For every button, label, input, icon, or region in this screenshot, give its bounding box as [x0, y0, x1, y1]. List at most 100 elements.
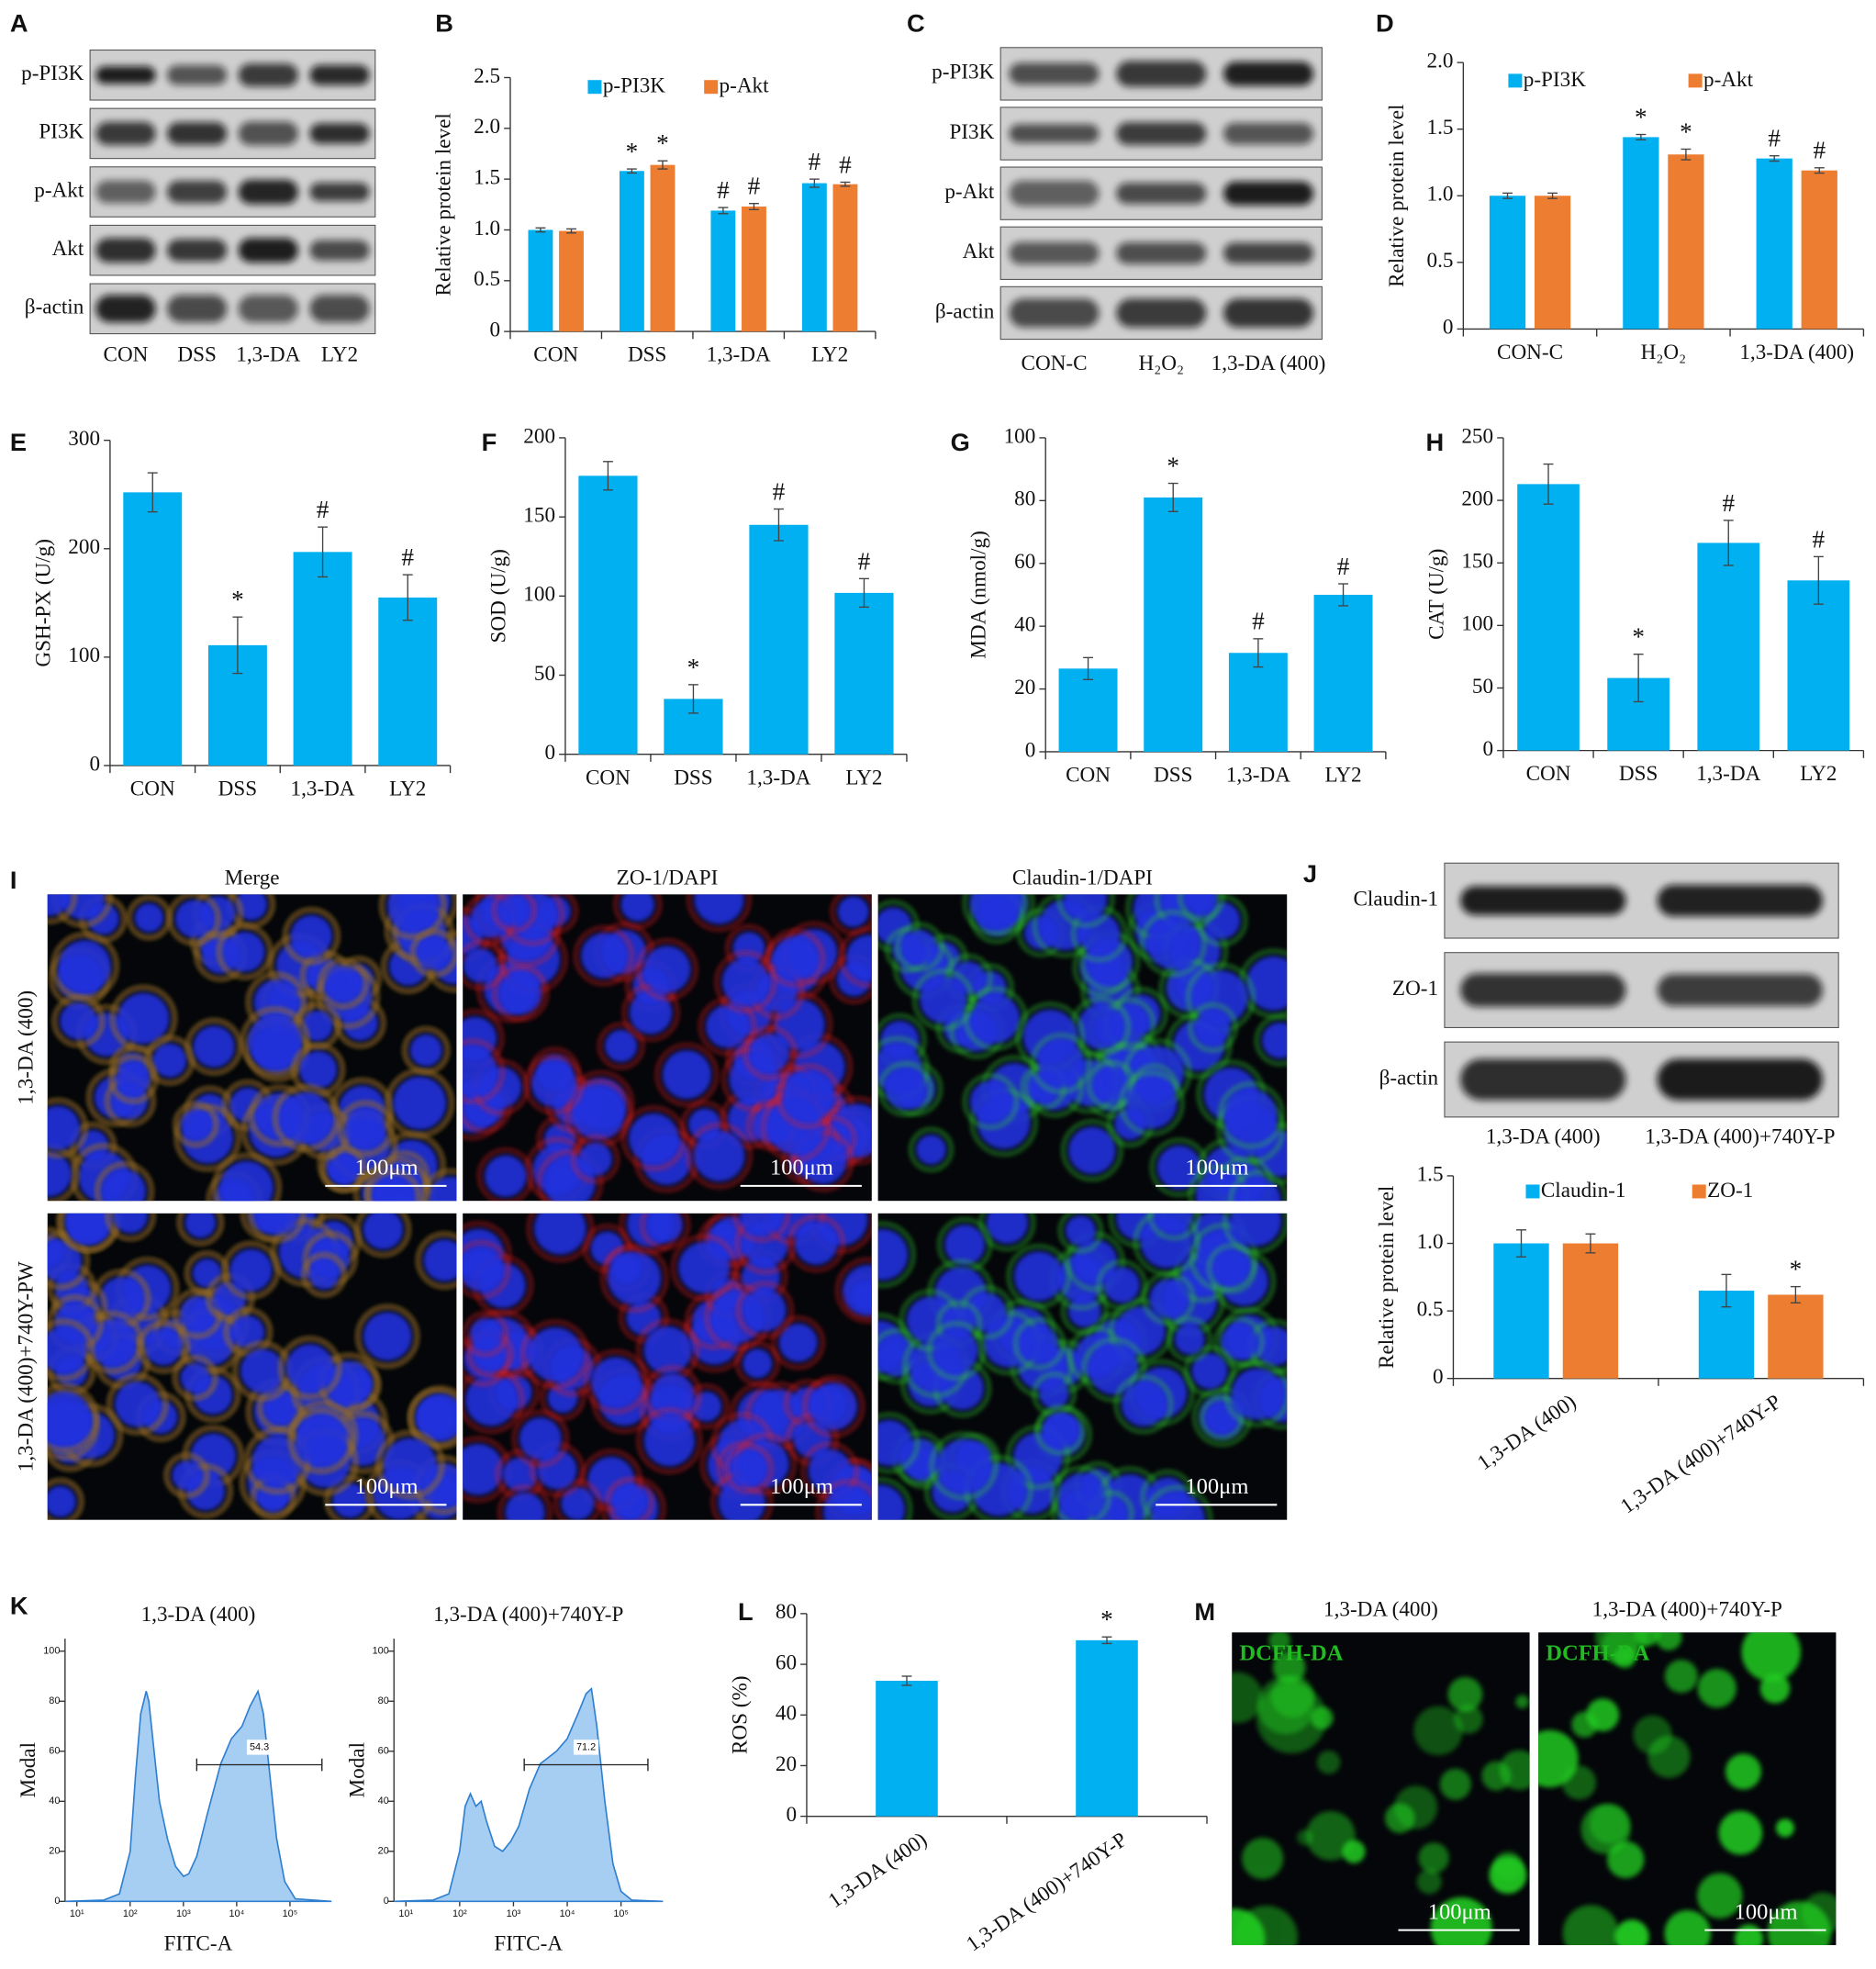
- cell: [1586, 1698, 1620, 1732]
- nucleus: [47, 1151, 73, 1198]
- y-tick-label: 0: [544, 741, 555, 765]
- cell: [1697, 1873, 1743, 1919]
- micrograph: 100μm: [47, 894, 457, 1202]
- nucleus: [422, 1238, 457, 1282]
- blot-band: [95, 295, 156, 323]
- image-content: [47, 894, 457, 1202]
- chart: F 0 50 100 150 200 SOD (U/g) CON DSS * 1,3-DA # LY2 #: [482, 424, 908, 789]
- error-bar: [1790, 1285, 1801, 1303]
- bar: [1623, 137, 1659, 330]
- bar: [1228, 653, 1288, 752]
- significance-marker: *: [1790, 1256, 1803, 1283]
- nucleus: [742, 1348, 773, 1379]
- nucleus: [1078, 912, 1121, 956]
- lane-label: H₂O₂: [1138, 352, 1184, 375]
- blot-row-label: p-Akt: [34, 178, 84, 202]
- membrane: [47, 1320, 94, 1380]
- nucleus: [1190, 1352, 1228, 1390]
- gate-label: 71.2: [576, 1741, 596, 1752]
- chart-title: 1,3-DA (400): [141, 1603, 256, 1627]
- blot-row-label: PI3K: [39, 120, 84, 144]
- error-bar: [147, 472, 158, 513]
- y-tick-label: 2.0: [474, 115, 500, 139]
- membrane: [1167, 1317, 1212, 1361]
- nucleus: [469, 1317, 502, 1350]
- nucleus: [1042, 1412, 1078, 1449]
- nucleus: [580, 933, 627, 979]
- nucleus: [134, 902, 164, 934]
- membrane: [521, 1320, 589, 1388]
- nucleus: [794, 1221, 838, 1266]
- nucleus: [1064, 894, 1108, 921]
- nucleus: [1013, 1251, 1064, 1302]
- nucleus: [628, 1113, 679, 1164]
- nucleus: [607, 1250, 662, 1305]
- membrane: [376, 1431, 443, 1498]
- x-tick-label: 1,3-DA: [291, 778, 355, 801]
- chart: H 0 50 100 150 200 250 CAT (U/g) CON DSS * 1,3-DA # L…: [1424, 424, 1865, 786]
- nucleus: [885, 1068, 926, 1110]
- gate: [195, 1758, 323, 1772]
- nucleus: [174, 899, 214, 938]
- legend-swatch: [1508, 73, 1523, 88]
- membrane: [787, 1215, 844, 1272]
- error-bar: [1681, 148, 1692, 161]
- x-tick-label: CON: [1526, 762, 1571, 786]
- error-bar: [1167, 482, 1178, 513]
- panel-letter: I: [10, 866, 17, 894]
- cell: [1418, 1842, 1449, 1874]
- bar: [832, 184, 858, 332]
- nucleus: [47, 1238, 83, 1282]
- nucleus: [325, 965, 362, 1002]
- legend-label: p-Akt: [1703, 68, 1754, 92]
- significance-marker: #: [1768, 125, 1781, 152]
- stain-label: DCFH-DA: [1546, 1640, 1649, 1665]
- x-tick-label: CON: [533, 343, 578, 367]
- x-tick-label: 1,3-DA (400): [1739, 341, 1854, 364]
- blot-band: [238, 121, 298, 146]
- bar: [749, 524, 809, 755]
- y-tick-label: 0: [1443, 316, 1454, 340]
- blot-band: [1009, 62, 1100, 85]
- nucleus: [1261, 1022, 1288, 1059]
- cell: [1775, 1818, 1794, 1838]
- blot-row-label: Akt: [963, 240, 995, 263]
- x-tick-label: 1,3-DA: [707, 343, 771, 367]
- error-bar: [840, 181, 851, 187]
- nucleus: [117, 992, 170, 1045]
- nucleus: [693, 894, 744, 925]
- blot-row-label: PI3K: [949, 120, 994, 144]
- bar: [1493, 1243, 1549, 1379]
- bar: [1076, 1639, 1138, 1817]
- membrane: [302, 1253, 346, 1297]
- membrane: [743, 1026, 797, 1080]
- error-bar: [1721, 1273, 1732, 1308]
- micrograph: 100μm: [47, 1213, 457, 1520]
- y-tick-label: 1.0: [1417, 1230, 1444, 1254]
- cell: [1268, 1632, 1291, 1652]
- nucleus: [560, 1486, 595, 1520]
- blot-band: [1460, 886, 1626, 915]
- nucleus: [590, 1356, 642, 1407]
- x-tick-label: LY2: [845, 766, 882, 789]
- nucleus: [1202, 901, 1241, 940]
- image-content: [1538, 1632, 1837, 1945]
- membrane: [1062, 1120, 1122, 1181]
- nucleus: [308, 1259, 340, 1291]
- nucleus: [1195, 1010, 1231, 1046]
- nucleus: [192, 1258, 223, 1289]
- image-column-title: 1,3-DA (400): [1323, 1597, 1438, 1621]
- membrane: [109, 1056, 157, 1103]
- error-bar: [602, 461, 613, 491]
- y-axis-label: Relative protein level: [1375, 1186, 1399, 1369]
- blot-band: [238, 179, 298, 205]
- nucleus: [651, 1372, 695, 1416]
- membrane: [793, 1131, 854, 1191]
- bar: [1668, 154, 1704, 330]
- cell: [1601, 1632, 1638, 1665]
- membrane: [1051, 1466, 1111, 1520]
- y-tick-label: 60: [378, 1746, 389, 1757]
- membrane: [1224, 1361, 1288, 1426]
- nucleus: [344, 1108, 386, 1149]
- x-tick-label: 10¹: [398, 1908, 413, 1919]
